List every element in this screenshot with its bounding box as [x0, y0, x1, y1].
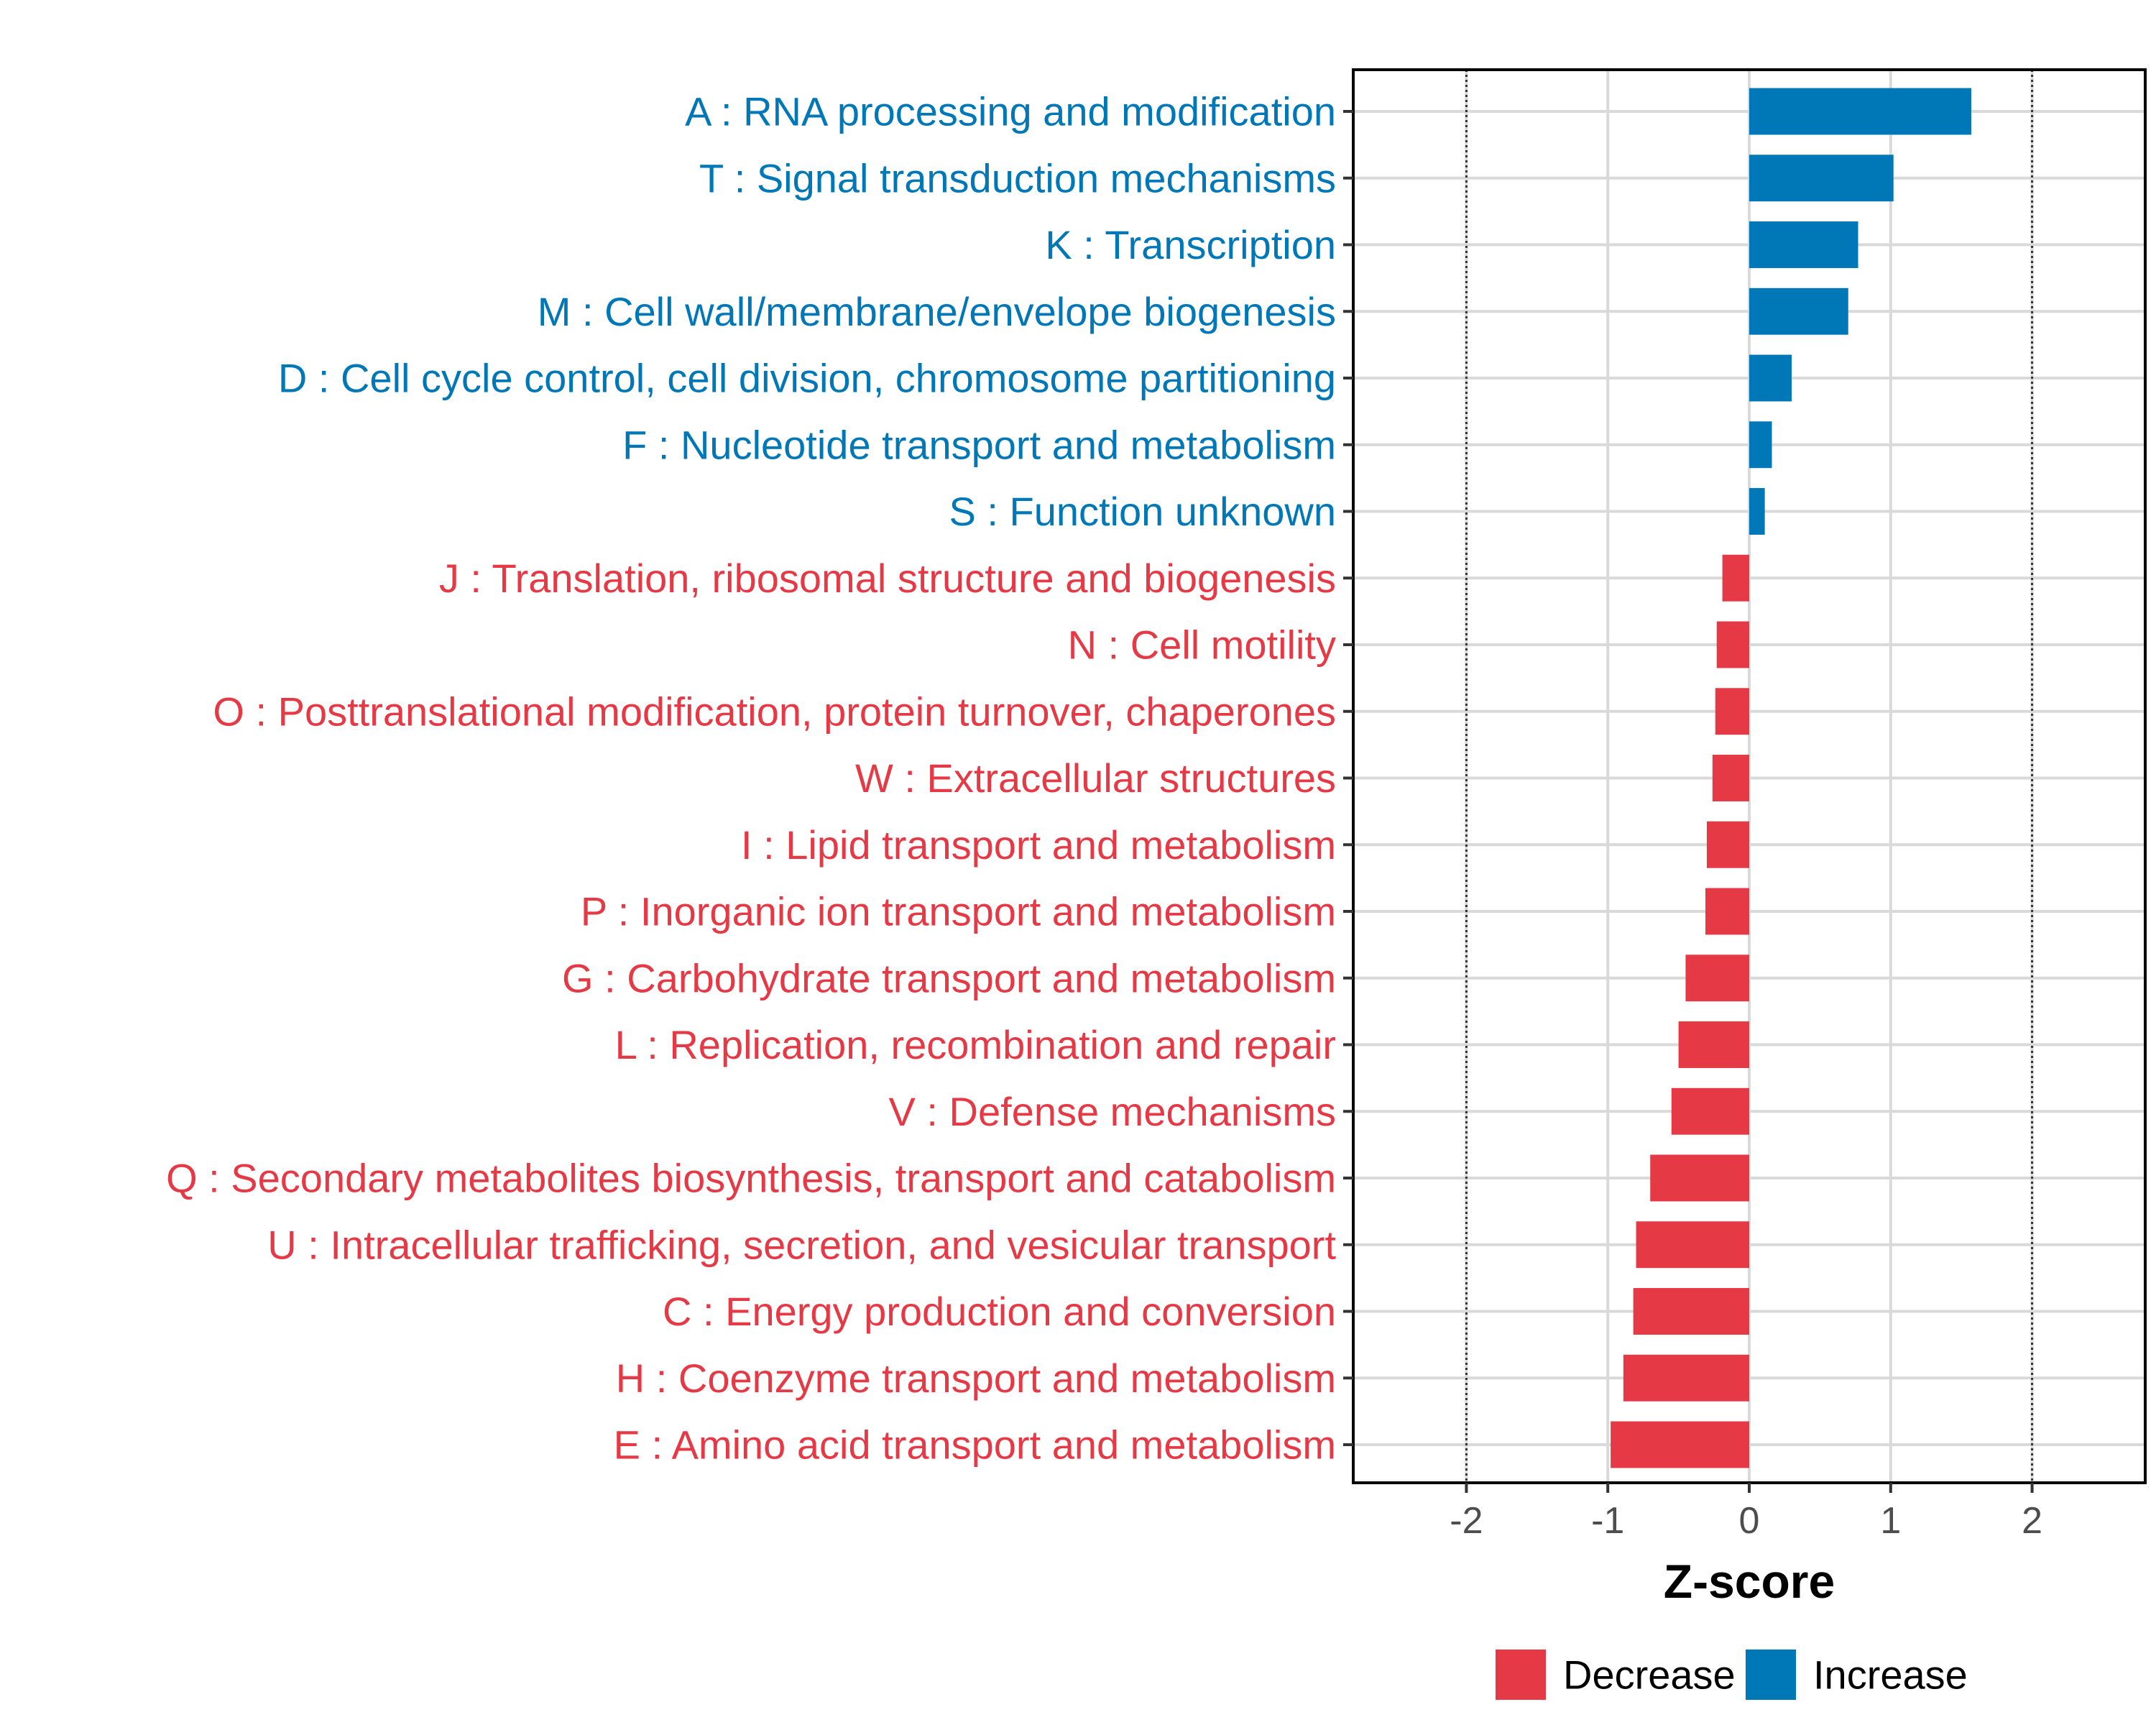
legend-label: Increase — [1813, 1652, 1968, 1698]
reference-lines — [1465, 70, 2034, 1483]
bar — [1678, 1021, 1749, 1068]
x-axis-ticks: -2 -1 0 1 2 — [1450, 1483, 2042, 1542]
category-label: Q : Secondary metabolites biosynthesis, … — [166, 1156, 1336, 1201]
bar — [1722, 554, 1749, 602]
category-label: M : Cell wall/membrane/envelope biogenes… — [538, 289, 1336, 334]
bar — [1611, 1421, 1749, 1468]
x-tick-label: 2 — [2022, 1500, 2042, 1542]
bar — [1685, 954, 1749, 1002]
bar — [1749, 421, 1772, 469]
legend-swatch — [1746, 1650, 1796, 1700]
x-tick-label: -1 — [1591, 1500, 1624, 1542]
bars-layer — [1611, 88, 1971, 1468]
category-label: S : Function unknown — [949, 489, 1336, 534]
bar — [1749, 88, 1971, 135]
bar — [1749, 221, 1858, 268]
category-label: K : Transcription — [1045, 222, 1336, 267]
bar — [1712, 755, 1749, 801]
category-label: A : RNA processing and modification — [685, 89, 1336, 134]
bar — [1749, 155, 1894, 202]
bar — [1633, 1288, 1749, 1335]
bar — [1636, 1221, 1749, 1269]
category-label: D : Cell cycle control, cell division, c… — [278, 356, 1336, 401]
legend-swatch — [1496, 1650, 1546, 1700]
x-tick-label: 1 — [1880, 1500, 1901, 1542]
x-axis-title: Z-score — [1664, 1555, 1835, 1608]
category-label: J : Translation, ribosomal structure and… — [439, 556, 1336, 601]
category-label: L : Replication, recombination and repai… — [615, 1022, 1336, 1067]
x-tick-label: 0 — [1739, 1500, 1760, 1542]
category-label: O : Posttranslational modification, prot… — [213, 689, 1336, 734]
bar — [1623, 1354, 1749, 1402]
bar — [1706, 821, 1749, 868]
bar — [1749, 354, 1792, 402]
category-label: T : Signal transduction mechanisms — [699, 155, 1336, 201]
category-label: G : Carbohydrate transport and metabolis… — [562, 955, 1336, 1000]
category-label: F : Nucleotide transport and metabolism — [622, 422, 1336, 467]
category-label: H : Coenzyme transport and metabolism — [616, 1356, 1336, 1401]
x-tick-label: -2 — [1450, 1500, 1483, 1542]
category-label: C : Energy production and conversion — [663, 1289, 1336, 1334]
bar — [1716, 621, 1749, 668]
category-label: W : Extracellular structures — [855, 755, 1336, 801]
category-label: U : Intracellular trafficking, secretion… — [267, 1222, 1336, 1267]
bar — [1671, 1087, 1749, 1135]
category-label: V : Defense mechanisms — [889, 1089, 1336, 1134]
bar — [1749, 288, 1848, 335]
category-label: I : Lipid transport and metabolism — [741, 822, 1336, 868]
bar — [1749, 488, 1765, 535]
category-label: P : Inorganic ion transport and metaboli… — [581, 889, 1336, 934]
bar — [1715, 688, 1749, 735]
bar — [1650, 1154, 1749, 1202]
legend: Decrease Increase — [1496, 1650, 1968, 1700]
y-axis-ticks — [1343, 110, 1353, 1446]
y-axis-labels: A : RNA processing and modification T : S… — [166, 89, 1336, 1468]
bar — [1705, 888, 1749, 935]
category-label: E : Amino acid transport and metabolism — [614, 1422, 1336, 1468]
legend-label: Decrease — [1563, 1652, 1736, 1698]
category-label: N : Cell motility — [1068, 622, 1336, 668]
